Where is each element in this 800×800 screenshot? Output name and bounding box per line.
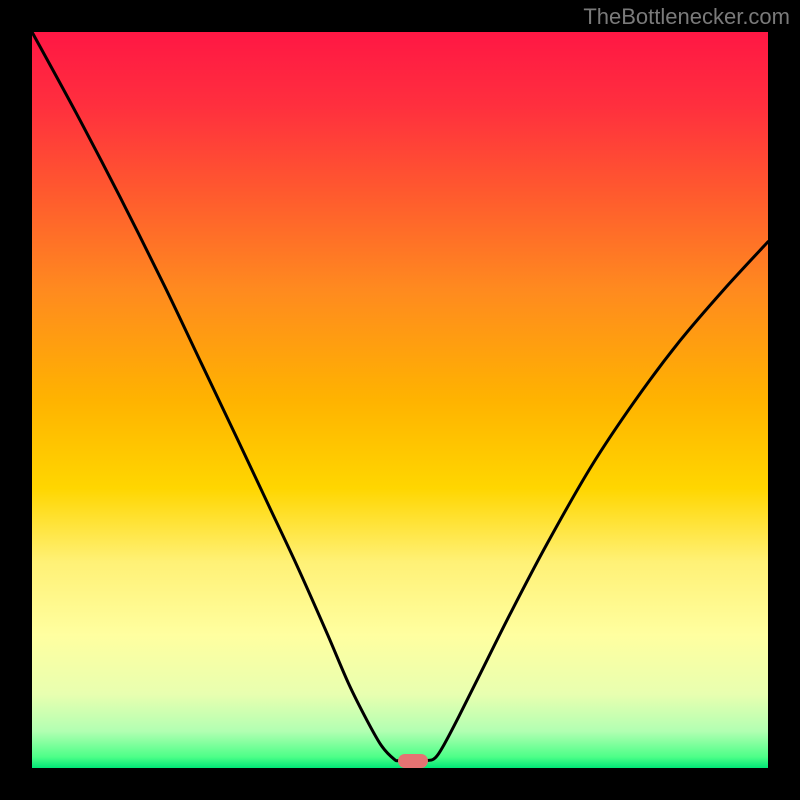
curve-path xyxy=(32,32,768,761)
watermark-text: TheBottlenecker.com xyxy=(583,4,790,30)
chart-container: TheBottlenecker.com xyxy=(0,0,800,800)
plot-area xyxy=(32,32,768,768)
bottleneck-curve xyxy=(32,32,768,768)
optimum-marker xyxy=(398,754,428,768)
